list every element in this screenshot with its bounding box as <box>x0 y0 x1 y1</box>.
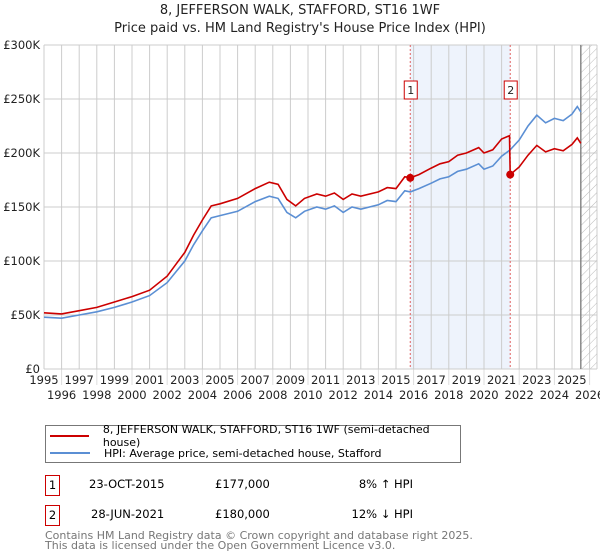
x-tick-label: 2000 <box>117 388 146 402</box>
x-tick-label: 2019 <box>452 373 481 387</box>
y-tick-label: £150K <box>3 200 40 214</box>
y-tick-label: £300K <box>3 38 40 52</box>
sale-badge: 1 <box>45 475 60 496</box>
legend: 8, JEFFERSON WALK, STAFFORD, ST16 1WF (s… <box>45 423 461 463</box>
legend-item-price: 8, JEFFERSON WALK, STAFFORD, ST16 1WF (s… <box>46 423 460 449</box>
x-tick-label: 2009 <box>276 373 305 387</box>
x-tick-label: 2010 <box>293 388 322 402</box>
x-tick-label: 1999 <box>100 373 129 387</box>
legend-item-hpi: HPI: Average price, semi-detached house,… <box>46 445 382 461</box>
x-tick-label: 2003 <box>170 373 199 387</box>
footer-copyright: Contains HM Land Registry data © Crown c… <box>45 529 473 542</box>
x-tick-label: 1995 <box>29 373 58 387</box>
x-tick-label: 2014 <box>364 388 393 402</box>
sale-row-2: 2 28-JUN-2021 £180,000 12% ↓ HPI <box>45 505 465 526</box>
sale-label: 2 <box>507 84 514 97</box>
x-tick-label: 2007 <box>241 373 270 387</box>
x-tick-label: 2008 <box>258 388 287 402</box>
sale-row-1: 1 23-OCT-2015 £177,000 8% ↑ HPI <box>45 475 465 496</box>
legend-swatch-price <box>50 435 89 437</box>
x-tick-label: 2024 <box>540 388 569 402</box>
x-tick-label: 2026 <box>575 388 600 402</box>
legend-swatch-hpi <box>50 452 90 454</box>
x-tick-label: 2011 <box>311 373 340 387</box>
y-tick-label: £250K <box>3 92 40 106</box>
x-tick-label: 2023 <box>522 373 551 387</box>
y-tick-label: £50K <box>11 308 41 322</box>
chart-subtitle: Price paid vs. HM Land Registry's House … <box>114 21 486 36</box>
x-tick-label: 2016 <box>399 388 428 402</box>
forecast-hatch <box>580 45 597 369</box>
sale-date: 23-OCT-2015 <box>89 477 165 491</box>
sale-label-box <box>403 80 418 100</box>
x-tick-label: 2006 <box>223 388 252 402</box>
legend-label-hpi: HPI: Average price, semi-detached house,… <box>104 446 382 460</box>
x-tick-label: 2001 <box>135 373 164 387</box>
y-tick-label: £0 <box>25 362 40 376</box>
y-tick-label: £100K <box>3 254 40 268</box>
x-tick-label: 2015 <box>381 373 410 387</box>
sale-price: £180,000 <box>215 507 270 521</box>
x-tick-label: 1998 <box>82 388 111 402</box>
x-tick-label: 2002 <box>153 388 182 402</box>
x-tick-label: 2020 <box>469 388 498 402</box>
x-tick-label: 1996 <box>47 388 76 402</box>
x-tick-label: 2012 <box>329 388 358 402</box>
x-tick-label: 2013 <box>346 373 375 387</box>
x-tick-label: 2025 <box>557 373 586 387</box>
x-tick-label: 2022 <box>505 388 534 402</box>
x-tick-label: 2005 <box>205 373 234 387</box>
sale-price: £177,000 <box>215 477 270 491</box>
sale-label: 1 <box>407 84 414 97</box>
x-tick-label: 2021 <box>487 373 516 387</box>
sale-date: 28-JUN-2021 <box>91 507 165 521</box>
plot-area: 1995199619971998199920002001200220032004… <box>3 38 600 402</box>
x-tick-label: 2004 <box>188 388 217 402</box>
sale-hpi-diff: 12% ↓ HPI <box>351 507 413 521</box>
sale-point <box>506 170 515 179</box>
x-tick-label: 2018 <box>434 388 463 402</box>
x-tick-label: 2017 <box>417 373 446 387</box>
sale-badge: 2 <box>45 505 60 526</box>
sale-hpi-diff: 8% ↑ HPI <box>358 477 413 491</box>
footer-licence: This data is licensed under the Open Gov… <box>45 539 396 552</box>
sale-point <box>406 173 415 182</box>
legend-label-price: 8, JEFFERSON WALK, STAFFORD, ST16 1WF (s… <box>102 423 430 449</box>
x-tick-label: 1997 <box>65 373 94 387</box>
chart-title: 8, JEFFERSON WALK, STAFFORD, ST16 1WF <box>159 3 441 18</box>
sale-label-box <box>503 80 518 100</box>
y-tick-label: £200K <box>3 146 40 160</box>
hpi-line <box>43 105 582 320</box>
